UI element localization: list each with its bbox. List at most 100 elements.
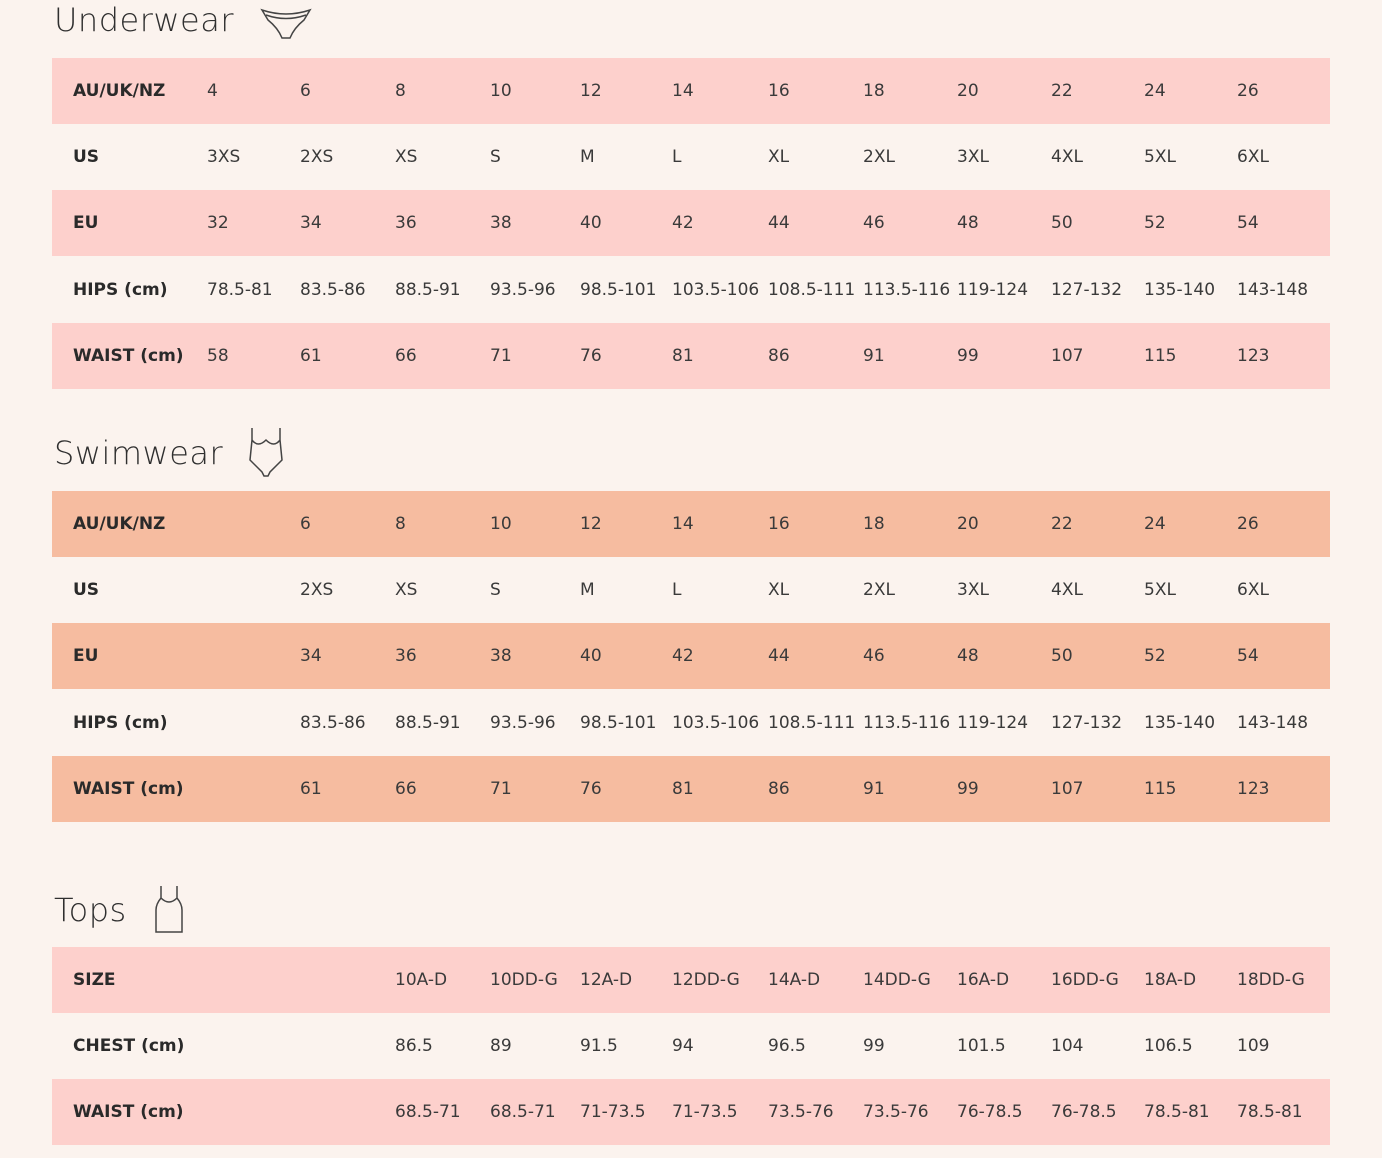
table-cell: 96.5 xyxy=(768,1036,806,1057)
table-cell: 71-73.5 xyxy=(580,1102,646,1123)
table-cell: 123 xyxy=(1237,778,1270,799)
table-cell: 99 xyxy=(957,778,979,799)
table-cell: 18 xyxy=(863,514,885,534)
table-cell: 6 xyxy=(300,81,311,101)
table-cell: 103.5-106 xyxy=(672,712,760,733)
table-cell: 26 xyxy=(1237,514,1259,534)
section-title: Swimwear xyxy=(54,434,224,472)
table-cell: 104 xyxy=(1051,1036,1084,1057)
table-cell: 4XL xyxy=(1051,147,1083,168)
table-cell: 14 xyxy=(672,81,694,101)
table-cell: 143-148 xyxy=(1237,279,1309,300)
table-cell: 50 xyxy=(1051,646,1073,667)
table-cell: 16 xyxy=(768,81,790,101)
table-cell: 44 xyxy=(768,646,790,667)
table-cell: 88.5-91 xyxy=(395,279,461,300)
table-cell: XL xyxy=(768,147,790,168)
table-cell: 12DD-G xyxy=(672,970,740,990)
table-cell: 76 xyxy=(580,345,602,366)
row-label: WAIST (cm) xyxy=(73,778,184,799)
table-cell: 91 xyxy=(863,345,885,366)
table-cell: 3XS xyxy=(207,147,241,168)
table-cell: 71 xyxy=(490,778,512,799)
table-cell: 5XL xyxy=(1144,580,1176,601)
table-cell: 98.5-101 xyxy=(580,712,657,733)
table-cell: L xyxy=(672,147,682,168)
table-row: WAIST (cm) 68.5-71 68.5-71 71-73.5 71-73.5 73… xyxy=(52,1079,1330,1146)
table-cell: 61 xyxy=(300,778,322,799)
table-cell: 98.5-101 xyxy=(580,279,657,300)
table-cell: 48 xyxy=(957,213,979,234)
row-label: CHEST (cm) xyxy=(73,1036,185,1057)
table-cell: 34 xyxy=(300,646,322,667)
table-cell: 10 xyxy=(490,81,512,101)
table-cell: 115 xyxy=(1144,345,1177,366)
table-cell: 127-132 xyxy=(1051,712,1123,733)
row-label: AU/UK/NZ xyxy=(73,514,166,534)
table-cell: 71-73.5 xyxy=(672,1102,738,1123)
row-label: SIZE xyxy=(73,970,116,990)
table-cell: 48 xyxy=(957,646,979,667)
table-cell: 12A-D xyxy=(580,970,633,990)
table-row: AU/UK/NZ 4 6 8 10 12 14 16 18 20 22 24 26 xyxy=(52,58,1330,124)
table-cell: 10A-D xyxy=(395,970,448,990)
table-cell: 76 xyxy=(580,778,602,799)
table-cell: 12 xyxy=(580,514,602,534)
section-title: Tops xyxy=(54,891,127,929)
table-cell: 38 xyxy=(490,646,512,667)
table-cell: S xyxy=(490,147,501,168)
table-cell: 36 xyxy=(395,213,417,234)
table-cell: 86 xyxy=(768,345,790,366)
table-cell: 52 xyxy=(1144,213,1166,234)
table-cell: 24 xyxy=(1144,81,1166,101)
table-cell: 3XL xyxy=(957,580,989,601)
table-row: AU/UK/NZ 6 8 10 12 14 16 18 20 22 24 26 xyxy=(52,491,1330,557)
table-cell: 2XL xyxy=(863,580,895,601)
table-cell: 127-132 xyxy=(1051,279,1123,300)
table-cell: 73.5-76 xyxy=(768,1102,834,1123)
table-cell: 78.5-81 xyxy=(1144,1102,1210,1123)
table-cell: 103.5-106 xyxy=(672,279,760,300)
table-cell: 113.5-116 xyxy=(863,279,951,300)
table-cell: XL xyxy=(768,580,790,601)
table-row: CHEST (cm) 86.5 89 91.5 94 96.5 99 101.5 104 106.… xyxy=(52,1013,1330,1079)
table-cell: XS xyxy=(395,580,418,601)
table-cell: S xyxy=(490,580,501,601)
table-cell: 91.5 xyxy=(580,1036,618,1057)
table-cell: 78.5-81 xyxy=(207,279,273,300)
table-cell: 24 xyxy=(1144,514,1166,534)
table-cell: 16 xyxy=(768,514,790,534)
table-cell: 4 xyxy=(207,81,218,101)
row-label: HIPS (cm) xyxy=(73,279,168,300)
table-row: HIPS (cm) 78.5-81 83.5-86 88.5-91 93.5-96 98.… xyxy=(52,257,1330,323)
table-cell: L xyxy=(672,580,682,601)
table-cell: 42 xyxy=(672,646,694,667)
row-label: WAIST (cm) xyxy=(73,1102,184,1123)
table-cell: 66 xyxy=(395,345,417,366)
table-cell: 71 xyxy=(490,345,512,366)
table-cell: 10DD-G xyxy=(490,970,558,990)
table-cell: 58 xyxy=(207,345,229,366)
row-label: US xyxy=(73,147,100,168)
table-cell: 36 xyxy=(395,646,417,667)
table-row: WAIST (cm) 61 66 71 76 81 86 91 99 107 115 123 xyxy=(52,755,1330,822)
table-cell: 32 xyxy=(207,213,229,234)
table-cell: 2XS xyxy=(300,580,334,601)
table-cell: 99 xyxy=(957,345,979,366)
table-cell: 16A-D xyxy=(957,970,1010,990)
underwear-icon xyxy=(260,8,312,39)
table-cell: 83.5-86 xyxy=(300,279,366,300)
table-cell: 46 xyxy=(863,213,885,234)
table-cell: 54 xyxy=(1237,646,1259,667)
table-cell: 81 xyxy=(672,345,694,366)
table-cell: 113.5-116 xyxy=(863,712,951,733)
table-cell: 20 xyxy=(957,81,979,101)
table-row: EU 32 34 36 38 40 42 44 46 48 50 52 54 xyxy=(52,190,1330,257)
table-cell: 22 xyxy=(1051,514,1073,534)
table-cell: 14 xyxy=(672,514,694,534)
table-cell: 44 xyxy=(768,213,790,234)
table-cell: 18 xyxy=(863,81,885,101)
table-cell: 68.5-71 xyxy=(490,1102,556,1123)
table-cell: 94 xyxy=(672,1036,694,1057)
